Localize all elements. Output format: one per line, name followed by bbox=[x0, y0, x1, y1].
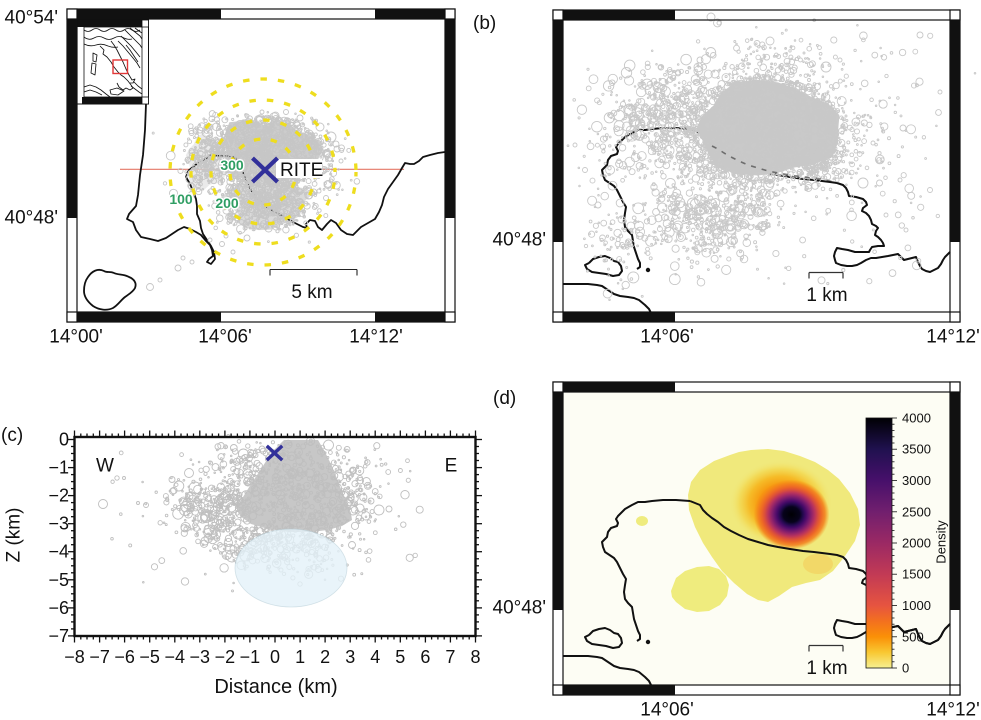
svg-text:14°00': 14°00' bbox=[49, 327, 103, 348]
svg-text:14°12': 14°12' bbox=[349, 327, 403, 348]
svg-text:300: 300 bbox=[220, 157, 244, 173]
svg-text:RITE: RITE bbox=[280, 160, 323, 181]
svg-text:40°48': 40°48' bbox=[5, 208, 59, 229]
svg-text:40°54': 40°54' bbox=[5, 8, 59, 29]
svg-text:14°06': 14°06' bbox=[198, 327, 252, 348]
svg-text:(b): (b) bbox=[473, 13, 496, 34]
svg-text:5 km: 5 km bbox=[291, 282, 332, 303]
svg-text:100: 100 bbox=[169, 191, 193, 207]
svg-text:200: 200 bbox=[215, 195, 239, 211]
